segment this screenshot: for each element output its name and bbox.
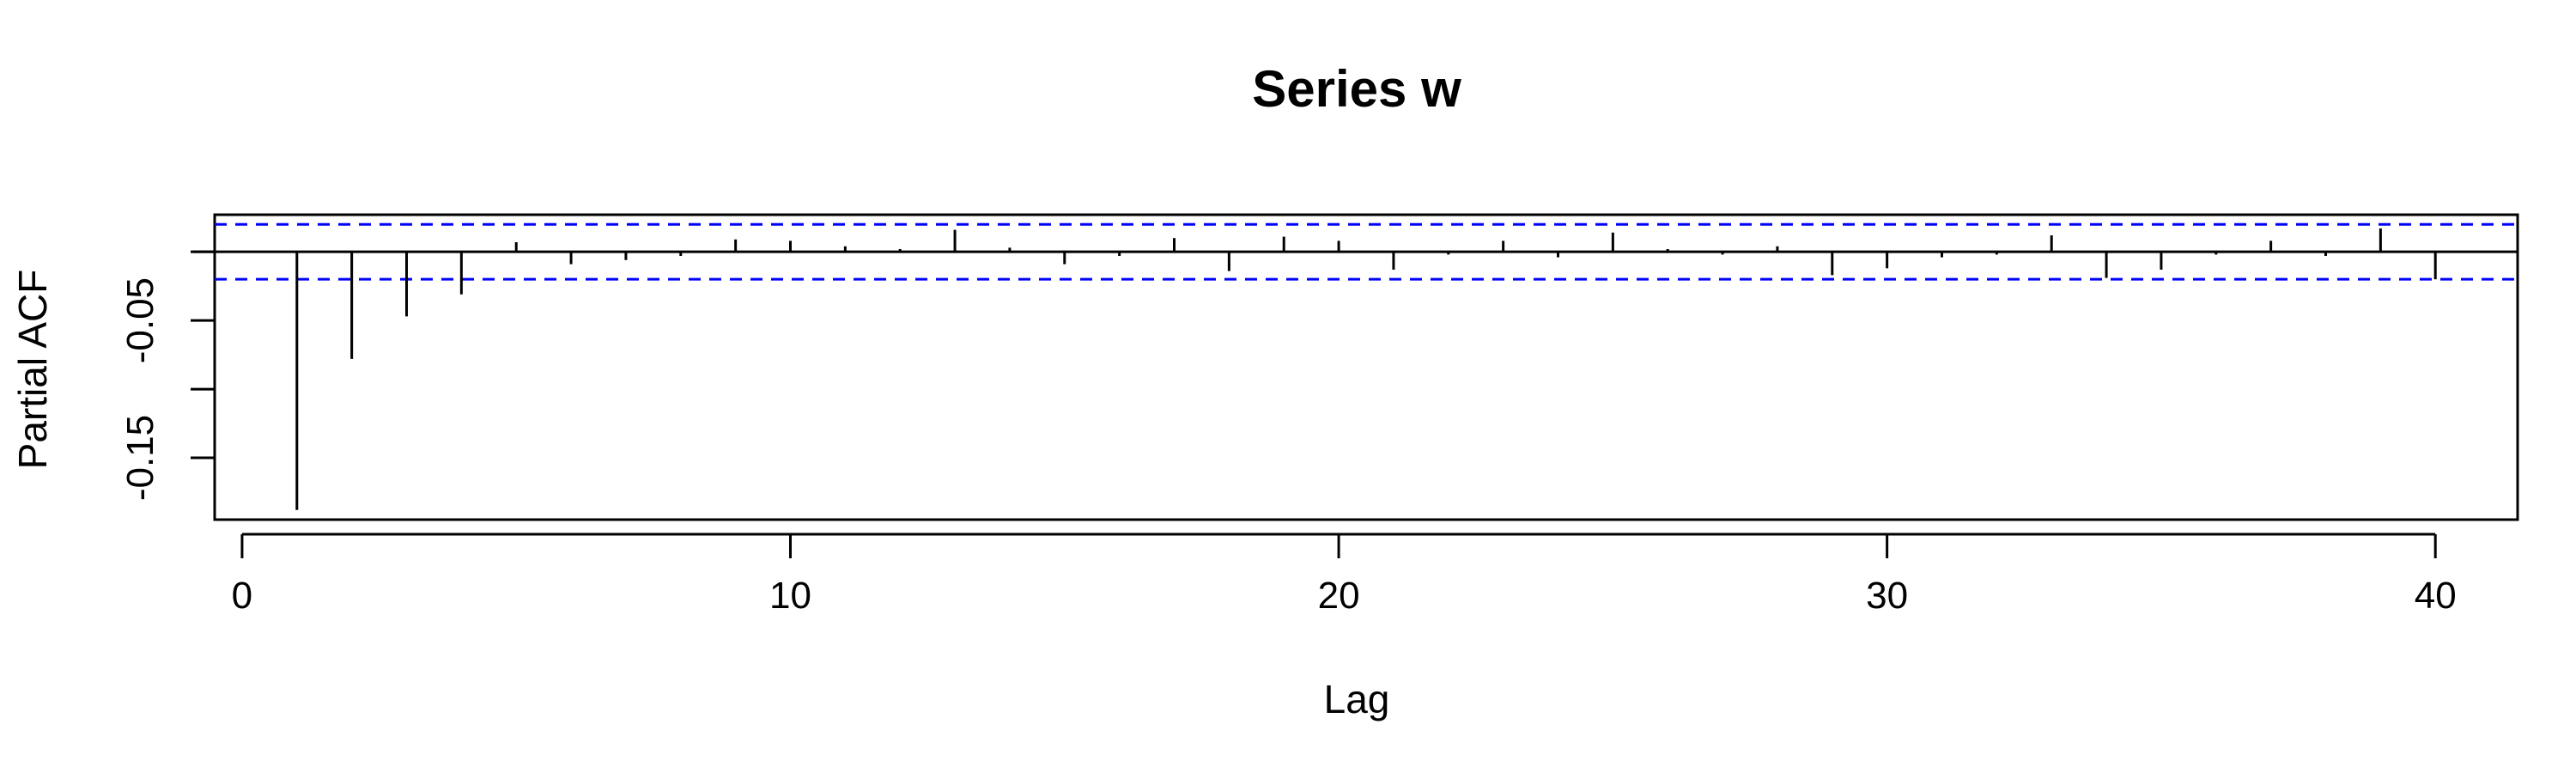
plot-frame [213, 213, 2519, 521]
x-axis: 0 10 20 30 40 [232, 533, 2457, 617]
x-tick-label: 10 [769, 575, 811, 617]
x-tick-label: 30 [1866, 575, 1908, 617]
y-axis-label: Partial ACF [10, 270, 55, 470]
plot-area [193, 213, 2519, 521]
y-axis: -0.15 -0.05 [119, 250, 215, 501]
y-tick-label: -0.05 [119, 277, 161, 363]
x-tick-label: 0 [232, 575, 252, 617]
x-tick-label: 40 [2415, 575, 2457, 617]
x-axis-label: Lag [1324, 677, 1390, 721]
y-tick-label: -0.15 [119, 415, 161, 501]
chart-title: Series w [1252, 60, 1461, 118]
x-tick-label: 20 [1318, 575, 1360, 617]
